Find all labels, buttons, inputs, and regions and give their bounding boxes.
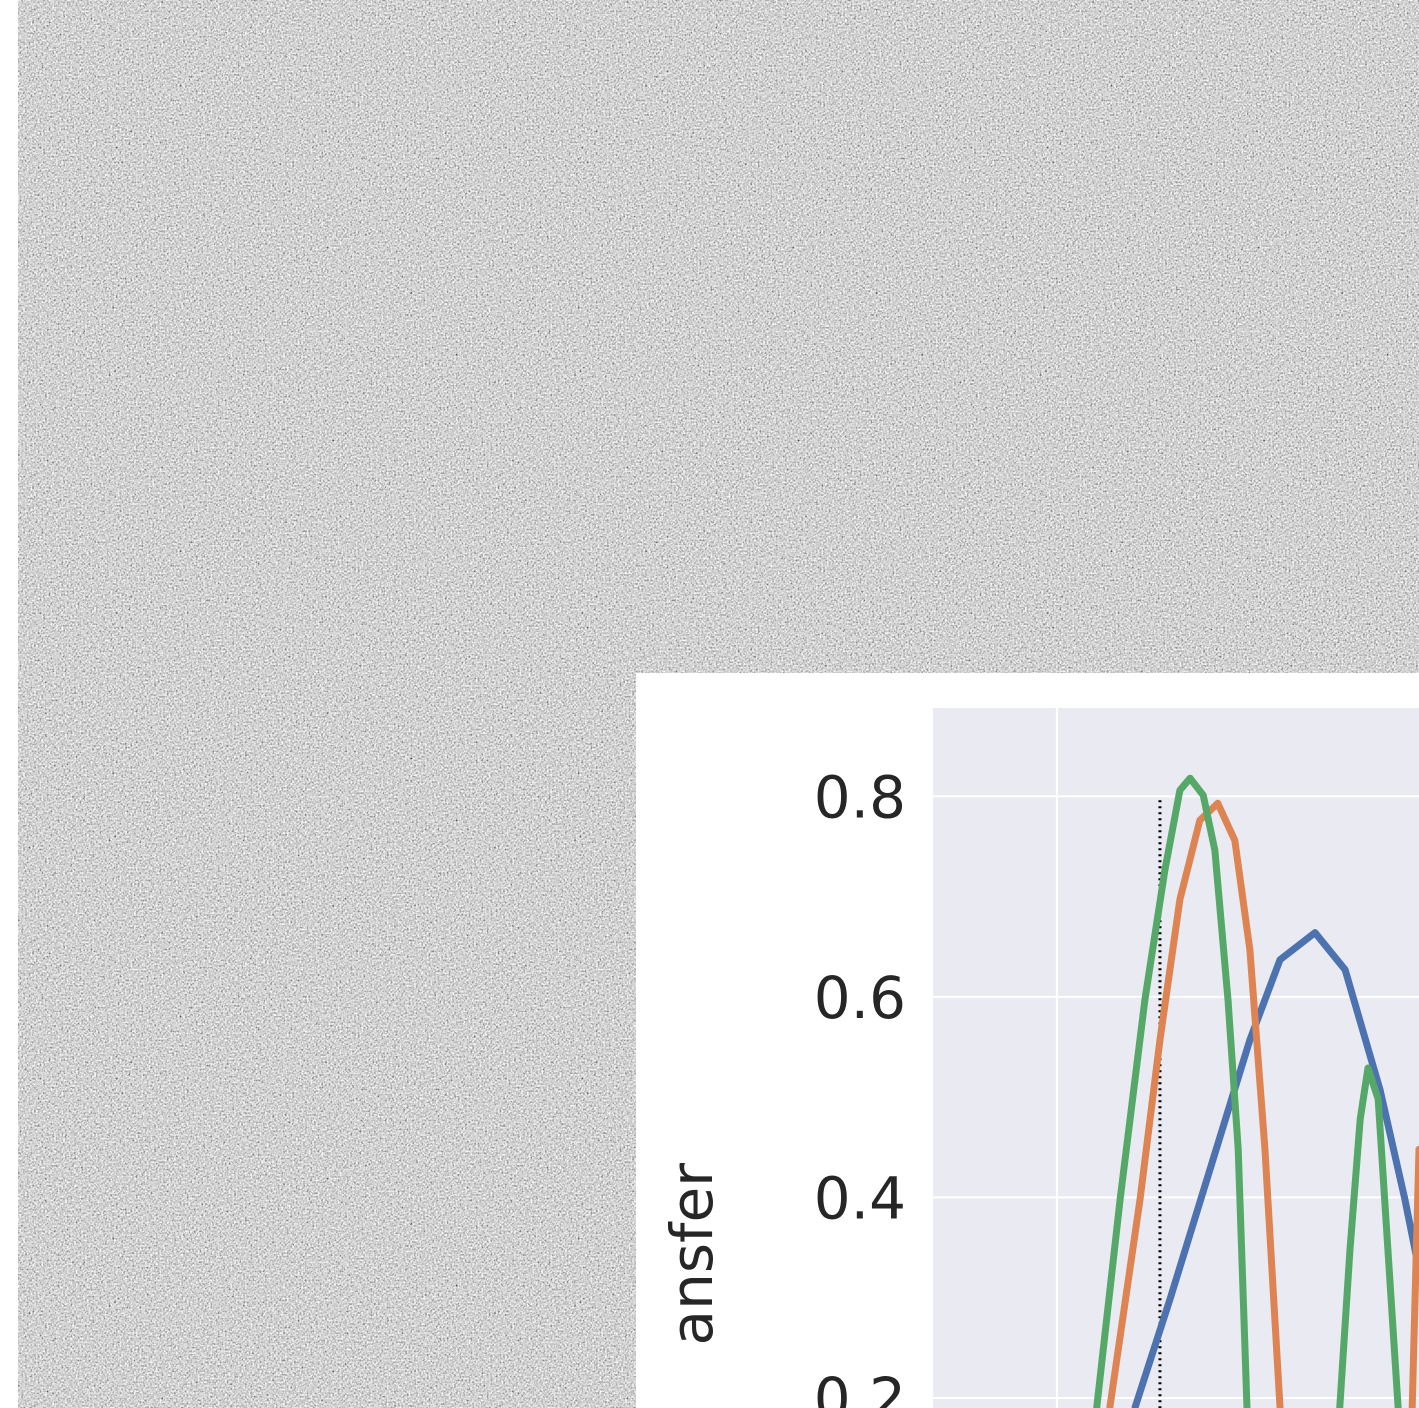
plot (933, 708, 1419, 1408)
labels: 0.2 0.4 0.6 0.8 ansfer (658, 763, 906, 1408)
y-tick-label: 0.8 (814, 763, 906, 831)
series-line (1131, 929, 1419, 1408)
y-axis-label: ansfer (658, 1163, 726, 1346)
y-tick-label: 0.4 (814, 1164, 906, 1232)
y-tick-label: 0.2 (814, 1365, 906, 1408)
y-tick-label: 0.6 (814, 964, 906, 1032)
series-line (1093, 774, 1402, 1408)
